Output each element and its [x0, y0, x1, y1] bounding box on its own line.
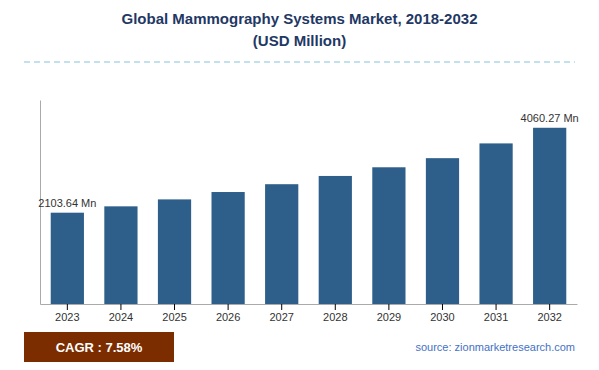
bar: [479, 143, 512, 304]
x-tick-label: 2029: [377, 311, 401, 323]
bar: [265, 184, 298, 304]
bars: [51, 128, 567, 304]
x-tick-label: 2028: [323, 311, 347, 323]
x-tick: 2028: [323, 304, 347, 323]
x-tick: 2031: [484, 304, 508, 323]
x-tick: 2023: [55, 304, 79, 323]
x-tick-label: 2024: [109, 311, 133, 323]
x-tick-mark: [174, 304, 175, 310]
x-tick: 2024: [109, 304, 133, 323]
bar: [319, 176, 352, 304]
x-tick-label: 2031: [484, 311, 508, 323]
x-tick-mark: [228, 304, 229, 310]
plot: 2023 2024 2025 2026 2027 2028 2029 2030 2031 2032…: [38, 101, 578, 323]
x-tick-label: 2026: [216, 311, 240, 323]
x-tick-mark: [281, 304, 282, 310]
cagr-box: [24, 332, 174, 362]
x-tick-mark: [442, 304, 443, 310]
x-tick-label: 2025: [162, 311, 186, 323]
x-tick: 2027: [269, 304, 293, 323]
x-tick-mark: [335, 304, 336, 310]
bar: [372, 167, 405, 304]
x-tick-label: 2027: [269, 311, 293, 323]
x-tick-label: 2032: [537, 311, 561, 323]
bar: [158, 199, 191, 304]
x-axis: 2023 2024 2025 2026 2027 2028 2029 2030 2031 2032: [41, 304, 578, 323]
x-tick-mark: [67, 304, 68, 310]
x-tick: 2030: [430, 304, 454, 323]
bar: [51, 213, 84, 304]
x-tick-mark: [120, 304, 121, 310]
separator: [24, 61, 575, 63]
x-tick: 2026: [216, 304, 240, 323]
data-labels: 2103.64 Mn 4060.27 Mn: [38, 112, 578, 209]
x-tick-mark: [388, 304, 389, 310]
x-tick-label: 2023: [55, 311, 79, 323]
bar: [533, 128, 566, 304]
chart: Global Mammography Systems Market, 2018-…: [0, 0, 599, 370]
x-tick-label: 2030: [430, 311, 454, 323]
data-label: 2103.64 Mn: [38, 197, 96, 209]
x-tick-mark: [496, 304, 497, 310]
bar: [426, 158, 459, 304]
subtitle: (USD Million): [253, 32, 346, 49]
bar: [211, 192, 244, 304]
source-text: source: zionmarketresearch.com: [415, 341, 575, 353]
bar: [104, 206, 137, 304]
title: Global Mammography Systems Market, 2018-…: [122, 10, 478, 27]
x-tick: 2025: [162, 304, 186, 323]
x-tick: 2032: [537, 304, 561, 323]
cagr-text: CAGR : 7.58%: [56, 340, 143, 355]
x-tick: 2029: [377, 304, 401, 323]
data-label: 4060.27 Mn: [521, 112, 579, 124]
x-tick-mark: [549, 304, 550, 310]
